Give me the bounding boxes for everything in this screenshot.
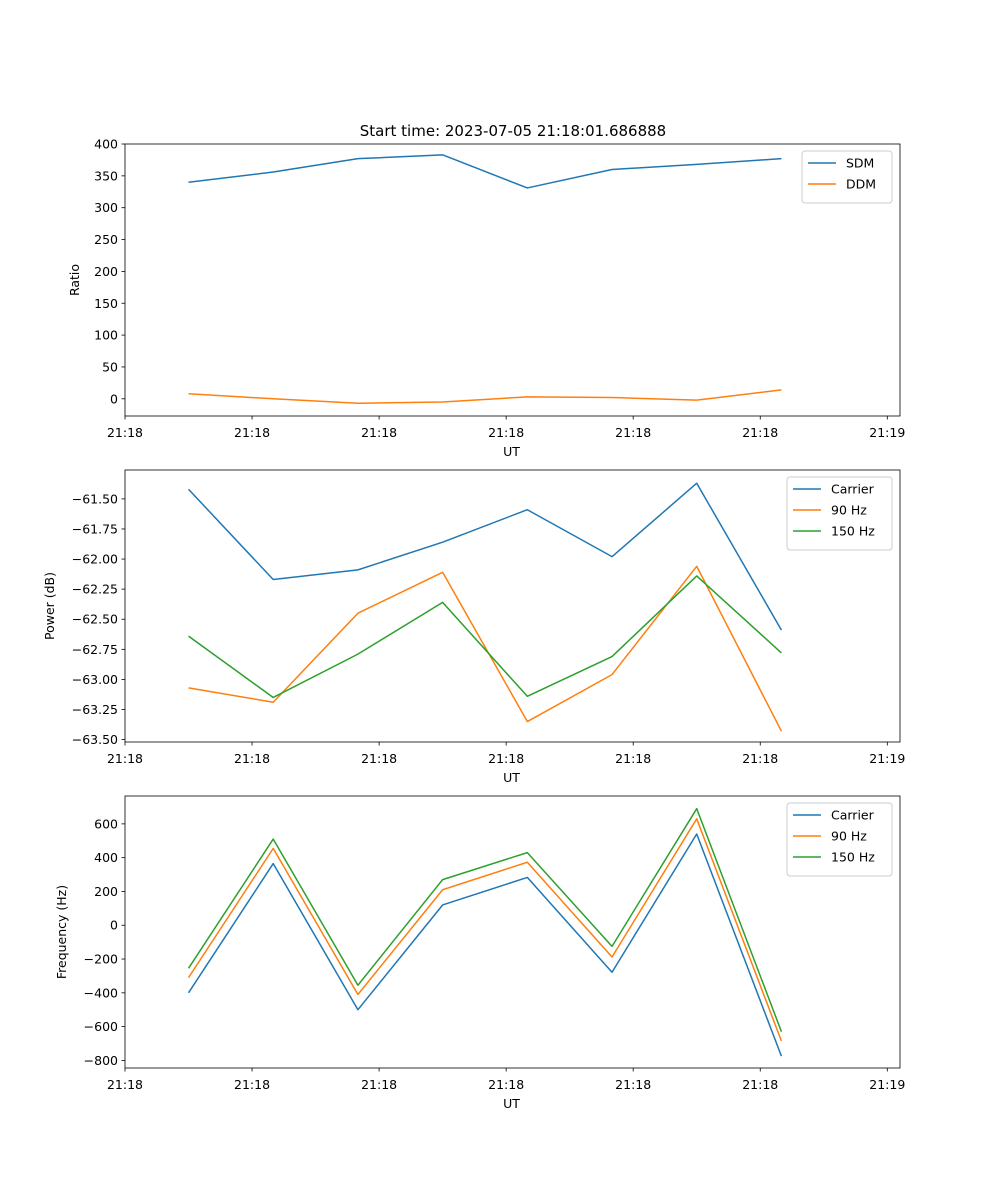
y-tick-label: 200	[94, 884, 118, 899]
legend: Carrier 90 Hz 150 Hz	[786, 802, 893, 877]
x-tick-label: 21:19	[869, 751, 905, 766]
subplots: 0 50 100 150 200 250 300 350 400 21:18 21:18 21:18 2…	[42, 137, 905, 1112]
y-tick-label: 50	[102, 359, 118, 374]
y-tick-label: 250	[94, 232, 118, 247]
legend: SDM DDM	[801, 150, 893, 204]
series-line-sdm	[188, 154, 782, 189]
x-axis-label: UT	[503, 770, 520, 785]
x-tick-label: 21:18	[234, 425, 270, 440]
legend-label: Carrier	[831, 808, 875, 823]
x-tick-label: 21:18	[107, 1077, 143, 1092]
y-tick-label: −61.50	[72, 491, 118, 506]
legend: Carrier 90 Hz 150 Hz	[786, 476, 893, 551]
ratio-panel: 0 50 100 150 200 250 300 350 400 21:18 21:18 21:18 2…	[67, 137, 905, 460]
x-tick-label: 21:18	[234, 751, 270, 766]
legend-box	[801, 150, 893, 204]
x-tick-label: 21:18	[742, 751, 778, 766]
x-tick-label: 21:18	[361, 425, 397, 440]
y-tick-label: −63.50	[72, 732, 118, 747]
y-tick-label: 100	[94, 328, 118, 343]
x-tick-label: 21:18	[107, 425, 143, 440]
series-line-90-hz	[188, 565, 783, 732]
y-tick-label: 350	[94, 168, 118, 183]
y-axis-label: Frequency (Hz)	[54, 885, 69, 979]
y-tick-label: −200	[84, 952, 118, 967]
x-tick-label: 21:18	[615, 751, 651, 766]
legend-label: 150 Hz	[831, 850, 875, 865]
series-line-90-hz	[187, 818, 783, 1042]
y-tick-label: −600	[84, 1019, 118, 1034]
y-tick-label: −63.00	[72, 672, 118, 687]
x-tick-label: 21:18	[488, 751, 524, 766]
y-tick-label: 600	[94, 816, 118, 831]
x-tick-label: 21:18	[742, 1077, 778, 1092]
power-panel: −63.50 −63.25 −63.00 −62.75 −62.50 −62.25 −62.…	[42, 469, 905, 785]
y-tick-label: −62.50	[72, 612, 118, 627]
series-line-ddm	[188, 389, 782, 405]
x-axis-label: UT	[503, 444, 520, 459]
x-tick-label: 21:18	[742, 425, 778, 440]
frequency-panel: −800 −600 −400 −200 0 200 400 600 21:18 21:18 21:1…	[54, 795, 905, 1111]
y-tick-label: −62.00	[72, 552, 118, 567]
y-tick-label: 200	[94, 264, 118, 279]
y-tick-label: 0	[110, 918, 118, 933]
y-tick-label: −61.75	[72, 521, 118, 536]
series-line-carrier	[187, 833, 783, 1057]
axes-frame	[124, 795, 901, 1069]
series-line-150-hz	[188, 575, 782, 699]
legend-label: 150 Hz	[831, 524, 875, 539]
x-axis-label: UT	[503, 1096, 520, 1111]
axes-frame	[124, 469, 901, 743]
y-tick-label: −62.75	[72, 642, 118, 657]
series-line-150-hz	[187, 807, 783, 1032]
x-tick-label: 21:18	[615, 425, 651, 440]
x-tick-label: 21:18	[361, 751, 397, 766]
y-axis-label: Power (dB)	[42, 572, 57, 640]
legend-label: SDM	[846, 156, 874, 171]
x-tick-label: 21:18	[107, 751, 143, 766]
x-tick-label: 21:18	[488, 425, 524, 440]
legend-label: 90 Hz	[831, 503, 867, 518]
axes-frame	[124, 143, 901, 417]
x-tick-label: 21:19	[869, 425, 905, 440]
legend-label: 90 Hz	[831, 829, 867, 844]
y-tick-label: 400	[94, 850, 118, 865]
series-line-carrier	[187, 482, 783, 631]
legend-label: DDM	[846, 177, 876, 192]
y-tick-label: 150	[94, 296, 118, 311]
x-tick-label: 21:18	[361, 1077, 397, 1092]
y-tick-label: −63.25	[72, 702, 118, 717]
y-tick-label: 300	[94, 200, 118, 215]
y-tick-label: −400	[84, 985, 118, 1000]
x-tick-label: 21:18	[615, 1077, 651, 1092]
y-tick-label: −62.25	[72, 582, 118, 597]
x-tick-label: 21:18	[234, 1077, 270, 1092]
y-tick-label: 0	[110, 391, 118, 406]
figure-title: Start time: 2023-07-05 21:18:01.686888	[360, 122, 666, 140]
y-tick-label: 400	[94, 137, 118, 152]
x-tick-label: 21:19	[869, 1077, 905, 1092]
y-axis-label: Ratio	[67, 264, 82, 296]
y-tick-label: −800	[84, 1053, 118, 1068]
x-tick-label: 21:18	[488, 1077, 524, 1092]
legend-label: Carrier	[831, 482, 875, 497]
